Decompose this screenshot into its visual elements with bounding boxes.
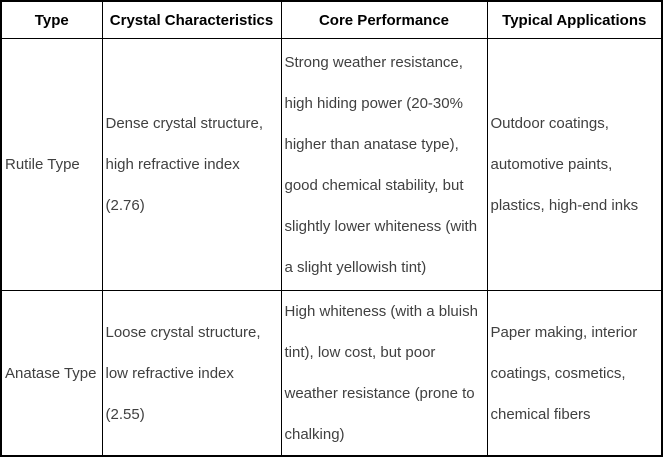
cell-anatase-core-performance: High whiteness (with a bluish tint), low… [280,290,488,457]
cell-anatase-crystal-characteristics: Loose crystal structure, low refractive … [101,290,282,457]
header-cell-crystal-characteristics: Crystal Characteristics [101,0,282,39]
cell-rutile-type: Rutile Type [0,38,103,291]
cell-anatase-typical-applications: Paper making, interior coatings, cosmeti… [486,290,663,457]
header-cell-typical-applications: Typical Applications [486,0,663,39]
header-cell-type: Type [0,0,103,39]
cell-rutile-typical-applications: Outdoor coatings, automotive paints, pla… [486,38,663,291]
header-cell-core-performance: Core Performance [280,0,488,39]
cell-rutile-crystal-characteristics: Dense crystal structure, high refractive… [101,38,282,291]
cell-rutile-core-performance: Strong weather resistance, high hiding p… [280,38,488,291]
header-row: Type Crystal Characteristics Core Perfor… [0,0,663,39]
table-row-anatase: Anatase Type Loose crystal structure, lo… [0,290,663,457]
table-row-rutile: Rutile Type Dense crystal structure, hig… [0,38,663,291]
cell-anatase-type: Anatase Type [0,290,103,457]
